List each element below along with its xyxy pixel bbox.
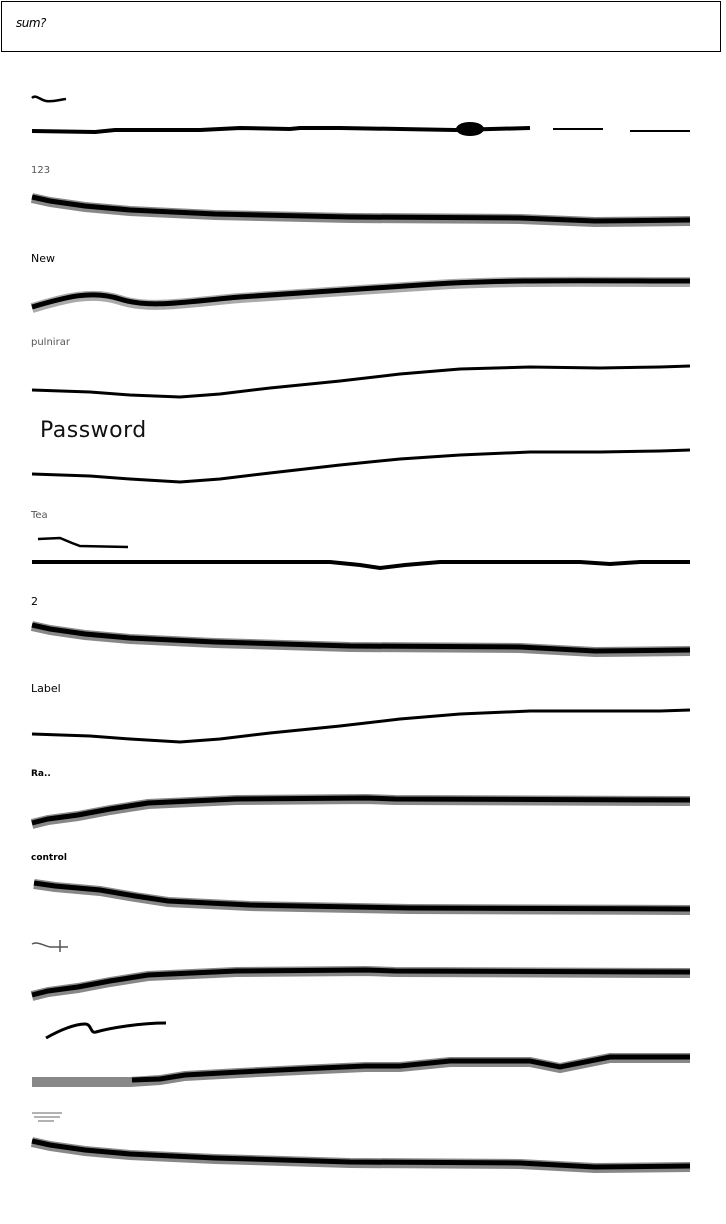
signature-field-9[interactable]: Ra.. xyxy=(0,767,726,837)
scribble-label-icon xyxy=(31,95,67,103)
header-field[interactable]: sum? xyxy=(1,1,721,52)
baseline-stroke xyxy=(30,1137,691,1174)
signature-field-8[interactable]: Label xyxy=(0,682,726,752)
signature-field-1[interactable] xyxy=(0,90,726,145)
field-label: Password xyxy=(40,418,147,443)
baseline-stroke xyxy=(31,448,691,484)
baseline-stroke xyxy=(31,708,691,744)
signature-field-12[interactable] xyxy=(0,1018,726,1093)
field-label: control xyxy=(31,853,67,863)
scribble-label-icon xyxy=(32,1112,62,1122)
signature-field-3[interactable]: New xyxy=(0,250,726,320)
field-label: 123 xyxy=(31,165,51,176)
signature-field-10[interactable]: control xyxy=(0,853,726,923)
signature-field-6[interactable]: Tea xyxy=(0,510,726,580)
baseline-stroke xyxy=(32,1053,690,1087)
baseline-stroke xyxy=(32,536,690,571)
scribble-label-icon xyxy=(45,1021,167,1040)
field-label: New xyxy=(31,252,55,265)
baseline-stroke xyxy=(30,965,691,1001)
header-label: sum? xyxy=(16,16,46,30)
signature-field-5[interactable]: Password xyxy=(0,418,726,495)
field-label: Ra.. xyxy=(31,769,51,779)
scribble-label-icon xyxy=(31,940,68,952)
baseline-stroke xyxy=(30,621,691,658)
signature-field-4[interactable]: pulnirar xyxy=(0,337,726,407)
baseline-stroke xyxy=(30,193,691,228)
signature-field-11[interactable] xyxy=(0,938,726,1008)
baseline-stroke xyxy=(31,364,691,399)
signature-field-7[interactable]: 2 xyxy=(0,595,726,665)
signature-field-2[interactable]: 123 xyxy=(0,165,726,235)
field-label: pulnirar xyxy=(31,337,70,348)
field-label: Label xyxy=(31,682,61,695)
field-label: 2 xyxy=(31,595,38,608)
baseline-stroke xyxy=(30,276,691,313)
signature-field-13[interactable] xyxy=(0,1108,726,1178)
baseline-stroke xyxy=(31,122,690,136)
baseline-stroke xyxy=(33,879,691,915)
baseline-stroke xyxy=(30,793,691,829)
field-label: Tea xyxy=(31,510,48,521)
